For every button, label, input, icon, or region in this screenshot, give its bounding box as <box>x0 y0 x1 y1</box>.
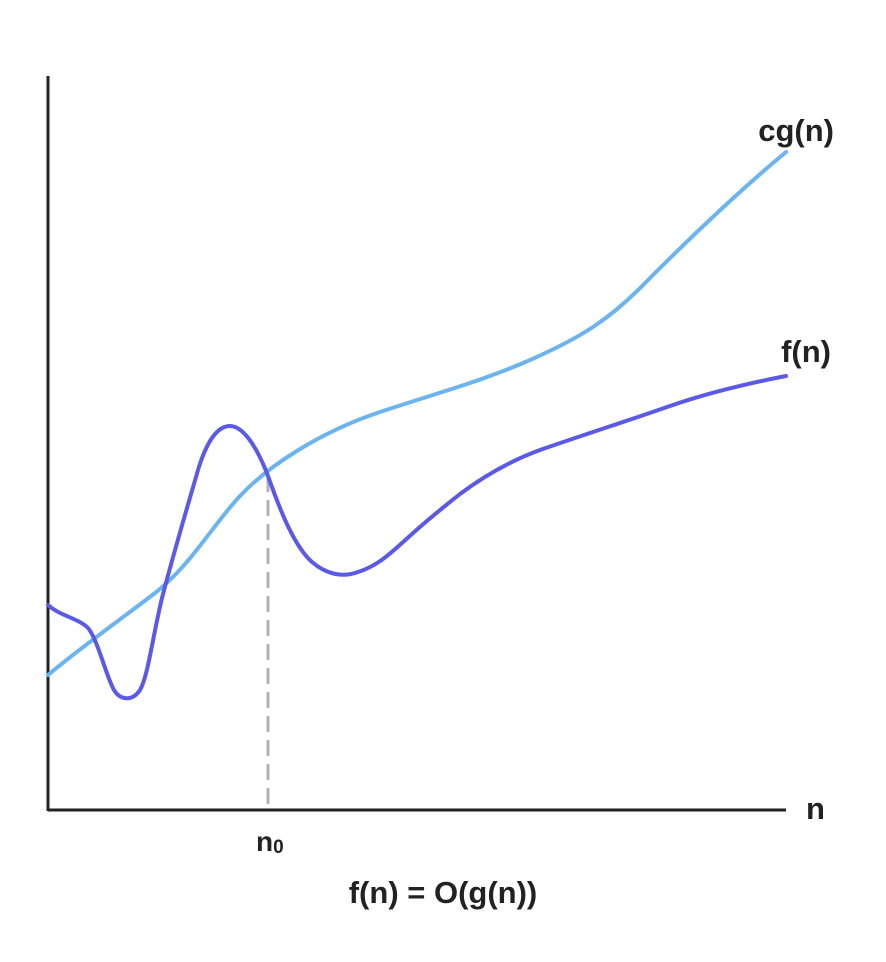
n0-label: n0 <box>256 826 284 858</box>
x-axis-label: n <box>806 791 825 826</box>
cg-n-label: cg(n) <box>758 113 834 148</box>
cg-n-curve <box>46 150 788 677</box>
f-n-label: f(n) <box>781 334 831 369</box>
n0-label-subscript: 0 <box>273 837 284 858</box>
f-n-curve <box>46 374 788 701</box>
caption: f(n) = O(g(n)) <box>349 875 538 910</box>
n0-label-base: n <box>256 826 273 857</box>
